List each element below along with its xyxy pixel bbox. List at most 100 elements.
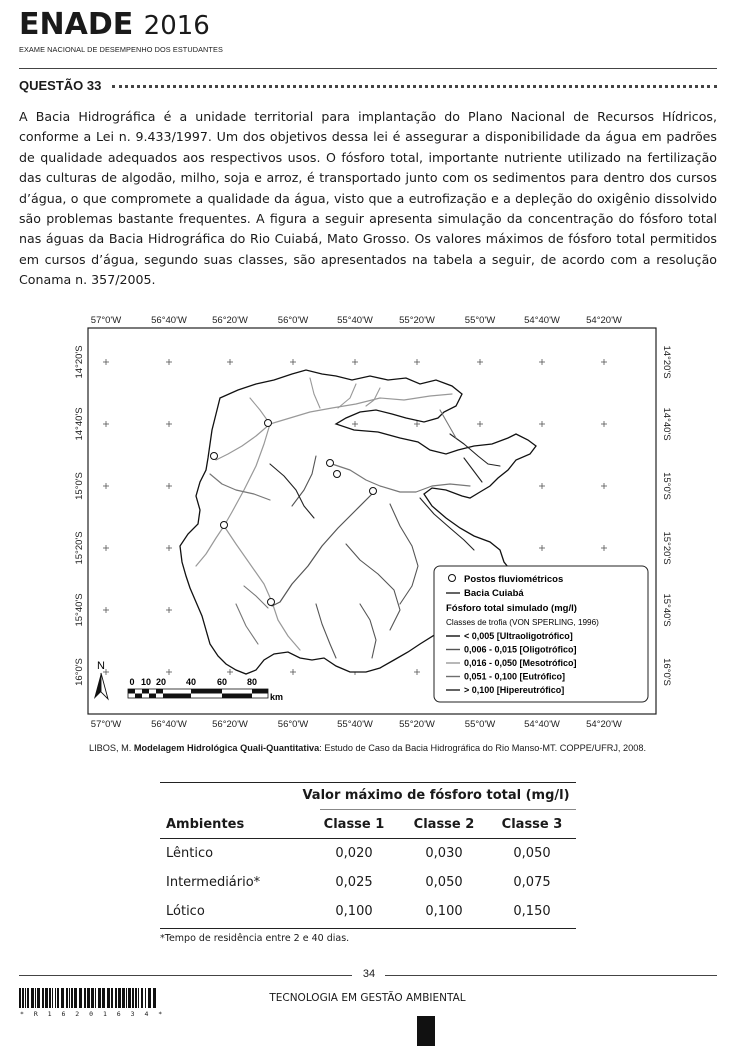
lat-label: 14°40'S xyxy=(661,407,672,440)
lon-label: 57°0'W xyxy=(91,315,121,326)
barcode-bar xyxy=(122,988,125,1008)
barcode-bar xyxy=(126,988,127,1008)
col-classe-3-header: Classe 3 xyxy=(501,817,563,832)
lon-label: 56°0'W xyxy=(278,719,308,730)
lat-label: 15°20'S xyxy=(74,531,85,564)
scale-label: 10 xyxy=(141,677,151,687)
river-segment xyxy=(345,543,401,631)
river-segment xyxy=(271,491,375,607)
barcode-bar xyxy=(71,988,73,1008)
river-segment xyxy=(331,463,471,493)
barcode-bar xyxy=(69,988,70,1008)
station-marker xyxy=(210,452,218,460)
scale-cell xyxy=(128,689,135,694)
river-segment xyxy=(419,497,475,551)
scale-cell xyxy=(156,689,163,694)
station-marker xyxy=(267,598,275,606)
barcode-text: * R 1 6 2 0 1 6 3 4 * xyxy=(20,1010,166,1018)
caption-title: Modelagem Hidrológica Quali-Quantitativa xyxy=(133,743,320,753)
station-marker xyxy=(369,487,377,495)
barcode-bar xyxy=(27,988,29,1008)
scale-cell xyxy=(142,689,149,694)
barcode-bar xyxy=(57,988,59,1008)
barcode-bar xyxy=(52,988,53,1008)
scale-label: 0 xyxy=(129,677,134,687)
station-marker xyxy=(326,459,334,467)
map-legend: Postos fluviométricos Bacia Cuiabá Fósfo… xyxy=(433,565,649,703)
barcode-bar xyxy=(87,988,90,1008)
scale-bar: 0 10 20 40 60 80 km xyxy=(127,677,283,702)
cell-value: 0,050 xyxy=(425,875,463,890)
barcode-bar xyxy=(132,988,134,1008)
north-label: N xyxy=(97,660,105,672)
river-segment xyxy=(223,525,301,651)
barcode-bar xyxy=(74,988,77,1008)
legend-box xyxy=(433,565,649,703)
cell-value: 0,100 xyxy=(425,904,463,919)
north-arrow-right xyxy=(100,672,109,701)
legend-basin: Bacia Cuiabá xyxy=(464,588,524,599)
legend-title: Fósforo total simulado (mg/l) xyxy=(446,603,577,614)
scale-cell xyxy=(191,689,222,694)
row-name: Intermediário* xyxy=(166,875,261,890)
river-segment xyxy=(463,457,483,483)
river-segment xyxy=(449,433,501,467)
river-segment xyxy=(269,463,315,519)
lat-label: 15°40'S xyxy=(661,593,672,626)
group-header-underline xyxy=(320,809,576,810)
lon-label: 55°40'W xyxy=(337,315,373,326)
lon-label: 56°40'W xyxy=(151,719,187,730)
legend-class-label: 0,016 - 0,050 [Mesotrófico] xyxy=(464,658,577,668)
page-number: 34 xyxy=(362,968,376,980)
question-text: A Bacia Hidrográfica é a unidade territo… xyxy=(19,109,717,288)
caption-rest: : Estudo de Caso da Bacia Hidrográfica d… xyxy=(319,743,647,753)
lon-label: 57°0'W xyxy=(91,719,121,730)
barcode-bar xyxy=(102,988,105,1008)
table-row: Lótico 0,100 0,100 0,150 xyxy=(160,904,576,926)
cell-value: 0,025 xyxy=(335,875,373,890)
lat-label: 16°0'S xyxy=(661,658,672,686)
table-group-header: Valor máximo de fósforo total (mg/l) xyxy=(302,788,570,803)
scale-unit: km xyxy=(270,692,283,702)
barcode-bar xyxy=(141,988,143,1008)
barcode-bar xyxy=(115,988,117,1008)
col-ambientes-header: Ambientes xyxy=(166,817,245,832)
barcode-bar xyxy=(135,988,137,1008)
river-segment xyxy=(365,387,381,407)
lon-label: 54°40'W xyxy=(524,315,560,326)
barcode-bar xyxy=(98,988,101,1008)
lon-label: 56°20'W xyxy=(212,315,248,326)
table-row: Intermediário* 0,025 0,050 0,075 xyxy=(160,875,576,897)
scale-cell xyxy=(135,693,142,698)
question-title: QUESTÃO 33 xyxy=(19,78,102,93)
lat-label: 15°40'S xyxy=(74,593,85,626)
caption-author: LIBOS, M. xyxy=(88,743,134,753)
station-marker xyxy=(220,521,228,529)
barcode-bar xyxy=(128,988,131,1008)
river-segment xyxy=(269,393,453,425)
logo-subtitle: EXAME NACIONAL DE DESEMPENHO DOS ESTUDAN… xyxy=(19,45,223,54)
lon-label: 55°0'W xyxy=(465,315,495,326)
barcode-bar xyxy=(138,988,139,1008)
figure-caption: LIBOS, M. Modelagem Hidrológica Quali-Qu… xyxy=(0,743,735,753)
course-name: TECNOLOGIA EM GESTÃO AMBIENTAL xyxy=(269,992,466,1004)
question-paragraph: A Bacia Hidrográfica é a unidade territo… xyxy=(19,107,717,291)
river-segment xyxy=(291,455,317,507)
scale-label: 80 xyxy=(247,677,257,687)
river-segment xyxy=(309,377,321,409)
enade-logo: ENADE 2016 xyxy=(19,10,210,42)
lon-label: 55°0'W xyxy=(465,719,495,730)
scale-cell xyxy=(149,693,156,698)
lon-labels-top: 57°0'W 56°40'W 56°20'W 56°0'W 55°40'W 55… xyxy=(91,315,622,326)
legend-class-label: > 0,100 [Hipereutrófico] xyxy=(464,685,564,695)
barcode-bar xyxy=(91,988,94,1008)
legend-subtitle: Classes de trofia (VON SPERLING, 1996) xyxy=(446,618,599,627)
scale-label: 60 xyxy=(217,677,227,687)
barcode-bar xyxy=(111,988,113,1008)
legend-stations: Postos fluviométricos xyxy=(464,574,563,585)
legend-station-symbol xyxy=(448,574,456,582)
lon-label: 56°20'W xyxy=(212,719,248,730)
footer-line-right xyxy=(385,975,717,976)
lon-label: 54°20'W xyxy=(586,719,622,730)
lat-label: 15°20'S xyxy=(661,531,672,564)
